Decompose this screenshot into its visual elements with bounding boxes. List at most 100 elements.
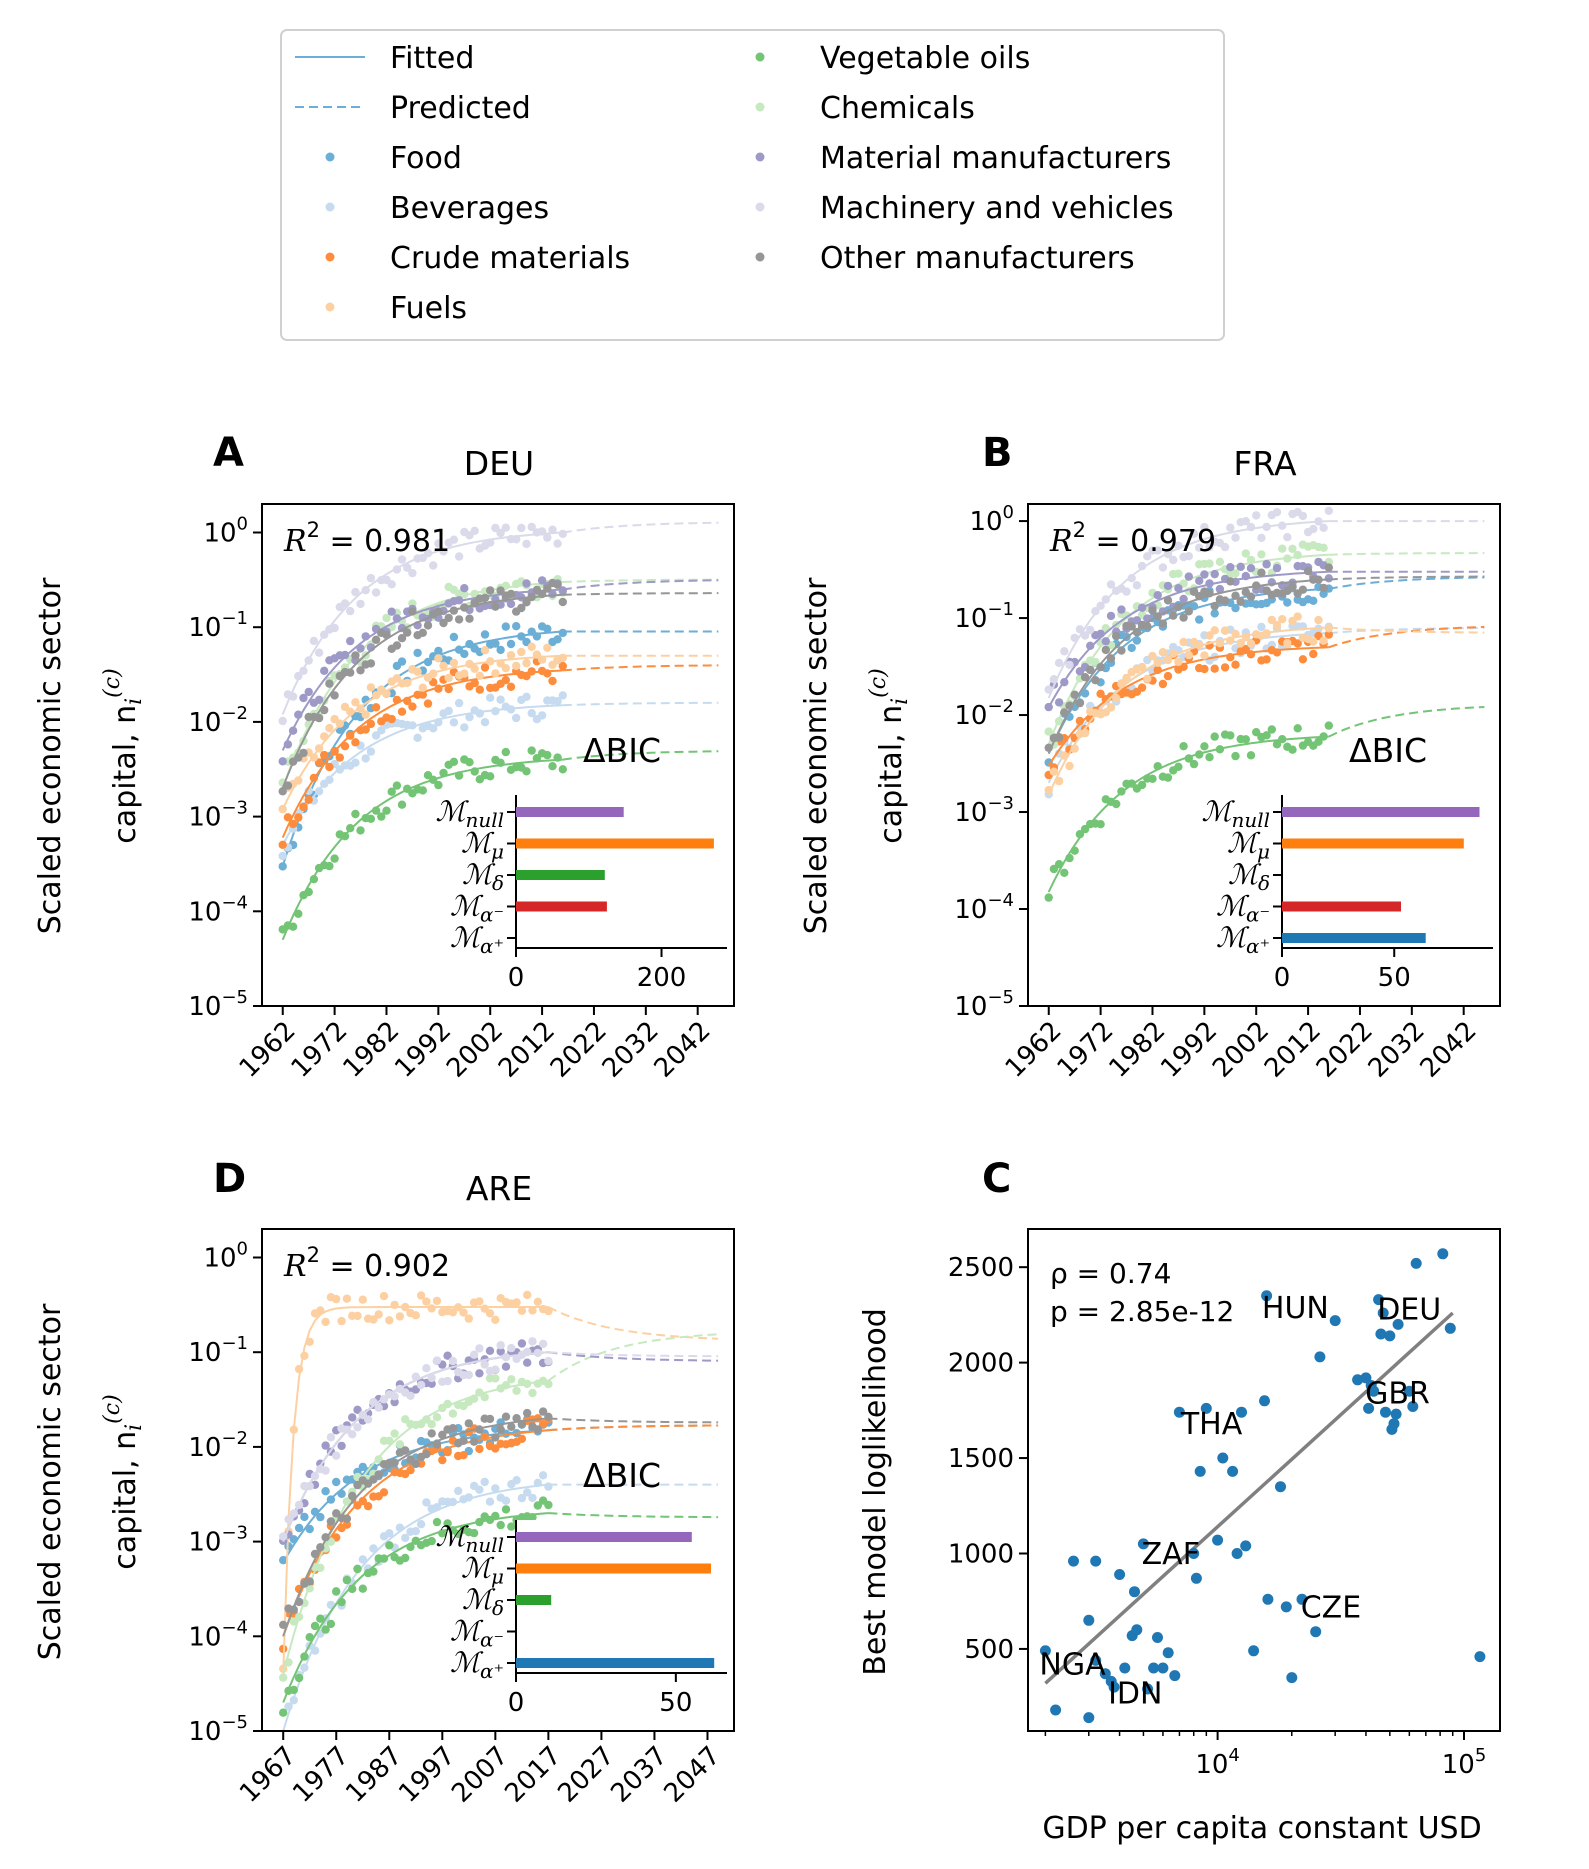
x-tick-label: 2002 [441, 1016, 509, 1084]
data-point-a-7 [537, 527, 547, 536]
y-tick-base: 10 [954, 798, 987, 828]
data-point-a-8 [408, 607, 417, 616]
y-tick-label: 10−2 [954, 696, 1014, 731]
y-tick-exp: −3 [221, 798, 248, 819]
data-point-b-2 [1241, 644, 1251, 654]
data-point-b-7 [1278, 521, 1287, 530]
data-point-d-7 [448, 1356, 458, 1366]
country-point [1363, 1402, 1375, 1414]
data-point-b-0 [1309, 596, 1318, 605]
data-point-b-2 [1137, 683, 1147, 692]
data-point-b-3 [1262, 629, 1271, 638]
ylabel-b-line1: Scaled economic sector [799, 577, 834, 934]
data-point-a-7 [486, 538, 495, 547]
data-point-d-4 [332, 1587, 341, 1596]
data-point-d-8 [305, 1577, 314, 1586]
data-point-a-4 [397, 800, 407, 809]
fitted-line-b-6 [1047, 570, 1329, 708]
data-point-a-8 [356, 666, 365, 675]
x-tick-label-c: 105 [1442, 1745, 1487, 1780]
data-point-d-8 [289, 1605, 298, 1614]
data-point-d-6 [523, 1358, 532, 1367]
data-point-b-7 [1096, 601, 1105, 610]
data-point-d-1 [454, 1486, 463, 1496]
data-point-a-3 [517, 647, 526, 657]
data-point-b-8 [1153, 612, 1162, 621]
data-point-a-0 [460, 649, 469, 659]
data-point-b-7 [1127, 574, 1136, 583]
data-point-d-3 [475, 1297, 484, 1306]
data-point-b-4 [1070, 846, 1079, 855]
data-point-b-4 [1262, 731, 1271, 740]
data-point-d-0 [294, 1523, 304, 1533]
data-point-b-7 [1065, 660, 1074, 670]
data-point-d-8 [459, 1436, 468, 1446]
data-point-d-8 [390, 1458, 399, 1467]
data-point-a-3 [475, 671, 484, 680]
data-point-b-0 [1080, 689, 1090, 698]
country-point [1474, 1651, 1486, 1663]
data-point-d-4 [300, 1652, 309, 1661]
data-point-a-6 [320, 666, 329, 675]
data-point-a-7 [553, 539, 562, 548]
data-point-a-2 [548, 676, 557, 686]
data-point-a-8 [460, 603, 469, 612]
bic-title: ΔBIC [1349, 731, 1427, 770]
data-point-a-8 [496, 586, 505, 595]
data-point-b-5 [1054, 717, 1064, 726]
country-label: ZAF [1142, 1537, 1200, 1572]
predicted-line-a-1 [562, 701, 719, 707]
data-point-a-8 [320, 705, 329, 715]
data-point-b-3 [1163, 655, 1173, 665]
data-point-b-4 [1137, 780, 1147, 790]
data-point-a-2 [330, 747, 339, 756]
y-tick-label: 10−1 [188, 1333, 248, 1368]
data-point-d-5 [523, 1379, 532, 1389]
data-point-d-4 [310, 1621, 320, 1631]
data-point-a-8 [325, 679, 334, 688]
data-point-d-5 [491, 1374, 500, 1383]
data-point-d-5 [427, 1420, 436, 1429]
x-tick-label: 1992 [389, 1016, 457, 1084]
data-point-a-7 [387, 580, 396, 589]
data-point-d-3 [289, 1425, 298, 1434]
data-point-a-2 [397, 707, 407, 716]
predicted-line-b-2 [1328, 625, 1485, 649]
y-tick-base: 10 [954, 992, 987, 1022]
r2-annotation: R2 = 0.902 [283, 1243, 450, 1284]
data-point-b-5 [1231, 569, 1240, 578]
data-point-a-3 [537, 655, 547, 664]
data-point-b-7 [1184, 552, 1194, 561]
data-point-b-8 [1112, 631, 1121, 641]
data-point-d-3 [517, 1306, 527, 1316]
data-point-d-3 [374, 1310, 383, 1319]
data-point-d-7 [496, 1341, 505, 1350]
y-tick-base: 10 [188, 1717, 221, 1747]
data-point-d-7 [321, 1466, 330, 1475]
bic-model-m: ℳ [435, 795, 469, 828]
data-point-b-8 [1127, 622, 1136, 631]
y-tick-exp: 0 [1003, 502, 1014, 523]
data-point-d-7 [427, 1373, 436, 1383]
data-point-b-4 [1163, 773, 1173, 782]
y-tick-label-c: 1500 [948, 1444, 1014, 1474]
predicted-line-d-6 [548, 1351, 719, 1362]
data-point-b-8 [1143, 622, 1152, 631]
data-point-d-1 [411, 1527, 420, 1536]
x-tick-label: 2032 [1363, 1016, 1431, 1084]
country-point [1392, 1318, 1404, 1330]
country-point [1329, 1315, 1341, 1327]
y-tick-base: 10 [954, 604, 987, 634]
data-point-b-2 [1226, 653, 1235, 662]
data-point-d-2 [379, 1488, 389, 1497]
data-point-d-7 [294, 1500, 304, 1510]
data-point-a-0 [480, 630, 490, 639]
data-point-a-3 [558, 653, 567, 663]
data-point-b-3 [1293, 612, 1302, 621]
bic-model-sub: μ [1257, 840, 1270, 864]
data-point-d-0 [321, 1487, 330, 1496]
data-point-b-6 [1324, 574, 1334, 583]
data-point-a-4 [418, 786, 427, 795]
data-point-d-6 [501, 1362, 511, 1371]
data-point-d-2 [459, 1451, 468, 1460]
